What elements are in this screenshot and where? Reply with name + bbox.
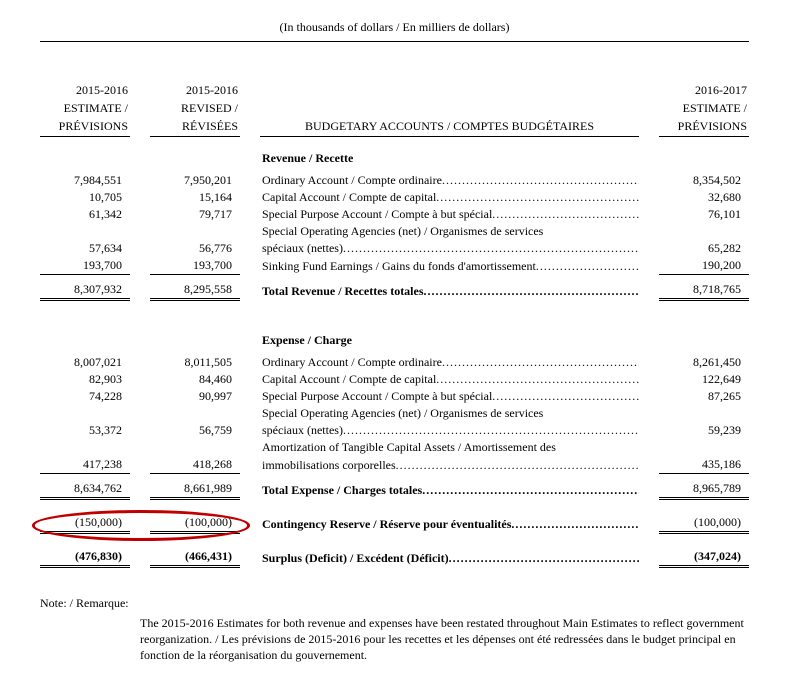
cell: 122,649 <box>659 371 749 388</box>
cell: 57,634 <box>40 240 130 257</box>
row-exp-amort: 417,238 418,268 immobilisations corporel… <box>40 456 749 474</box>
cell: 65,282 <box>659 240 749 257</box>
cell: 190,200 <box>659 257 749 275</box>
col1-hdr-l1: 2015-2016 <box>40 82 130 100</box>
cell: 59,239 <box>659 422 749 439</box>
cell: (476,830) <box>40 548 130 567</box>
cell: 8,307,932 <box>40 281 130 300</box>
cell: Ordinary Account / Compte ordinaire <box>262 355 442 369</box>
row-exp-soa-l1: Special Operating Agencies (net) / Organ… <box>40 405 749 422</box>
cell: 418,268 <box>150 456 240 474</box>
cell: Sinking Fund Earnings / Gains du fonds d… <box>262 259 536 273</box>
units-subtitle: (In thousands of dollars / En milliers d… <box>40 20 749 35</box>
cell: Ordinary Account / Compte ordinaire <box>262 173 442 187</box>
cell: spéciaux (nettes) <box>262 241 343 255</box>
cell: 8,295,558 <box>150 281 240 300</box>
cell: 56,776 <box>150 240 240 257</box>
cell: Special Purpose Account / Compte à but s… <box>262 207 492 221</box>
cell: (466,431) <box>150 548 240 567</box>
header-row-2: ESTIMATE / REVISED / ESTIMATE / <box>40 100 749 118</box>
cell: (100,000) <box>659 514 749 533</box>
col2-hdr-l3: RÉVISÉES <box>150 118 240 137</box>
row-exp-soa: 53,372 56,759 spéciaux (nettes) 59,239 <box>40 422 749 439</box>
cell: (347,024) <box>659 548 749 567</box>
cell: 8,661,989 <box>150 480 240 499</box>
cell: 32,680 <box>659 189 749 206</box>
revenue-title: Revenue / Recette <box>260 137 639 173</box>
row-rev-total: 8,307,932 8,295,558 Total Revenue / Rece… <box>40 281 749 300</box>
col1-hdr-l3: PRÉVISIONS <box>40 118 130 137</box>
table-wrap: 2015-2016 2015-2016 2016-2017 ESTIMATE /… <box>40 82 749 568</box>
row-rev-special: 61,342 79,717 Special Purpose Account / … <box>40 206 749 223</box>
row-rev-capital: 10,705 15,164 Capital Account / Compte d… <box>40 189 749 206</box>
cell: Capital Account / Compte de capital <box>262 190 436 204</box>
cell: 79,717 <box>150 206 240 223</box>
cell: spéciaux (nettes) <box>262 423 343 437</box>
row-exp-amort-l1: Amortization of Tangible Capital Assets … <box>40 439 749 456</box>
cell: 417,238 <box>40 456 130 474</box>
cell: Capital Account / Compte de capital <box>262 372 436 386</box>
cell: 193,700 <box>40 257 130 275</box>
cell: (100,000) <box>150 514 240 533</box>
cell: 8,354,502 <box>659 172 749 189</box>
desc-hdr: BUDGETARY ACCOUNTS / COMPTES BUDGÉTAIRES <box>260 118 639 137</box>
row-rev-sinking: 193,700 193,700 Sinking Fund Earnings / … <box>40 257 749 275</box>
cell: 87,265 <box>659 388 749 405</box>
row-exp-special: 74,228 90,997 Special Purpose Account / … <box>40 388 749 405</box>
cell: 7,950,201 <box>150 172 240 189</box>
cell: 84,460 <box>150 371 240 388</box>
cell: 74,228 <box>40 388 130 405</box>
header-row-1: 2015-2016 2015-2016 2016-2017 <box>40 82 749 100</box>
cell: 7,984,551 <box>40 172 130 189</box>
row-surplus: (476,830) (466,431) Surplus (Deficit) / … <box>40 548 749 567</box>
row-exp-capital: 82,903 84,460 Capital Account / Compte d… <box>40 371 749 388</box>
top-rule <box>40 41 749 42</box>
cell: 76,101 <box>659 206 749 223</box>
col2-hdr-l1: 2015-2016 <box>150 82 240 100</box>
cell: (150,000) <box>40 514 130 533</box>
col4-hdr-l3: PRÉVISIONS <box>659 118 749 137</box>
cell: 8,261,450 <box>659 354 749 371</box>
cell: 8,007,021 <box>40 354 130 371</box>
cell: Amortization of Tangible Capital Assets … <box>260 439 639 456</box>
row-rev-soa: 57,634 56,776 spéciaux (nettes) 65,282 <box>40 240 749 257</box>
cell: 435,186 <box>659 456 749 474</box>
expense-title: Expense / Charge <box>260 319 639 354</box>
cell: 10,705 <box>40 189 130 206</box>
budget-table: 2015-2016 2015-2016 2016-2017 ESTIMATE /… <box>40 82 749 568</box>
col4-hdr-l2: ESTIMATE / <box>659 100 749 118</box>
cell: 56,759 <box>150 422 240 439</box>
cell: immobilisations corporelles <box>262 458 396 472</box>
cell: Special Operating Agencies (net) / Organ… <box>260 223 639 240</box>
col4-hdr-l1: 2016-2017 <box>659 82 749 100</box>
cell: 15,164 <box>150 189 240 206</box>
cell: Contingency Reserve / Réserve pour évent… <box>262 517 511 531</box>
cell: 53,372 <box>40 422 130 439</box>
row-exp-total: 8,634,762 8,661,989 Total Expense / Char… <box>40 480 749 499</box>
cell: Total Revenue / Recettes totales <box>262 284 424 298</box>
cell: Special Operating Agencies (net) / Organ… <box>260 405 639 422</box>
col2-hdr-l2: REVISED / <box>150 100 240 118</box>
cell: 8,634,762 <box>40 480 130 499</box>
row-rev-ordinary: 7,984,551 7,950,201 Ordinary Account / C… <box>40 172 749 189</box>
row-contingency: (150,000) (100,000) Contingency Reserve … <box>40 514 749 533</box>
header-row-3: PRÉVISIONS RÉVISÉES BUDGETARY ACCOUNTS /… <box>40 118 749 137</box>
cell: Surplus (Deficit) / Excédent (Déficit) <box>262 551 449 565</box>
col1-hdr-l2: ESTIMATE / <box>40 100 130 118</box>
cell: 82,903 <box>40 371 130 388</box>
cell: 193,700 <box>150 257 240 275</box>
cell: 61,342 <box>40 206 130 223</box>
note-body: The 2015-2016 Estimates for both revenue… <box>140 615 749 664</box>
cell: 8,965,789 <box>659 480 749 499</box>
row-rev-soa-l1: Special Operating Agencies (net) / Organ… <box>40 223 749 240</box>
cell: 8,011,505 <box>150 354 240 371</box>
cell: 8,718,765 <box>659 281 749 300</box>
cell: Total Expense / Charges totales <box>262 483 422 497</box>
note-label: Note: / Remarque: <box>40 596 749 611</box>
cell: 90,997 <box>150 388 240 405</box>
cell: Special Purpose Account / Compte à but s… <box>262 389 492 403</box>
row-exp-ordinary: 8,007,021 8,011,505 Ordinary Account / C… <box>40 354 749 371</box>
